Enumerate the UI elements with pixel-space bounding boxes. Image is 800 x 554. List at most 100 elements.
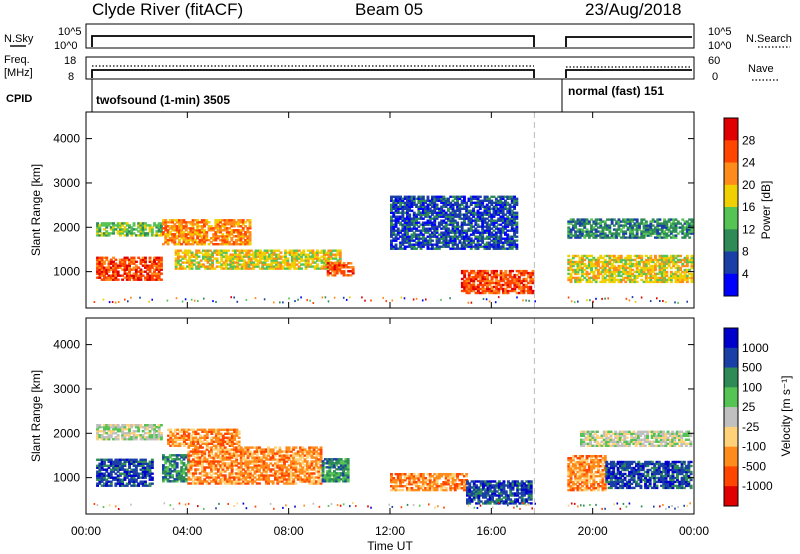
- echo-cell: [202, 253, 205, 256]
- echo-cell: [144, 476, 147, 479]
- echo-cell: [476, 219, 480, 222]
- echo-cell: [672, 220, 676, 223]
- echo-cell: [513, 241, 516, 244]
- echo-cell: [520, 287, 524, 291]
- echo-cell: [592, 220, 596, 223]
- echo-cell: [125, 266, 129, 269]
- speckle-cell: [324, 296, 327, 299]
- echo-cell: [479, 275, 483, 279]
- echo-cell: [230, 229, 234, 232]
- echo-cell: [150, 272, 154, 275]
- echo-cell: [196, 223, 200, 226]
- echo-cell: [615, 230, 619, 233]
- echo-cell: [638, 260, 641, 264]
- echo-cell: [626, 274, 630, 278]
- echo-cell: [272, 261, 276, 264]
- echo-cell: [437, 245, 441, 248]
- echo-cell: [224, 263, 228, 266]
- echo-cell: [182, 458, 186, 461]
- echo-cell: [447, 239, 450, 242]
- echo-cell: [237, 225, 241, 228]
- echo-cell: [685, 262, 689, 266]
- echo-region: [187, 446, 323, 485]
- echo-cell: [187, 436, 191, 439]
- echo-cell: [495, 281, 498, 285]
- echo-cell: [144, 436, 147, 439]
- echo-cell: [401, 211, 405, 214]
- echo-cell: [327, 259, 331, 262]
- echo-cell: [174, 263, 178, 266]
- echo-cell: [148, 266, 152, 269]
- echo-cell: [326, 262, 330, 265]
- echo-cell: [592, 270, 596, 274]
- echo-cell: [501, 195, 505, 198]
- echo-cell: [587, 236, 591, 239]
- echo-cell: [437, 207, 441, 210]
- echo-cell: [479, 271, 483, 275]
- echo-cell: [100, 224, 104, 227]
- echo-cell: [472, 239, 475, 242]
- echo-cell: [410, 195, 414, 198]
- echo-cell: [599, 232, 603, 235]
- echo-cell: [272, 267, 276, 270]
- echo-cell: [233, 257, 237, 260]
- echo-cell: [123, 436, 127, 439]
- echo-cell: [615, 222, 619, 225]
- echo-cell: [275, 255, 278, 258]
- echo-cell: [218, 265, 221, 268]
- echo-cell: [230, 442, 234, 445]
- echo-cell: [631, 264, 635, 268]
- echo-cell: [515, 291, 519, 295]
- echo-cell: [581, 270, 584, 274]
- echo-cell: [171, 440, 175, 443]
- echo-cell: [392, 245, 396, 248]
- echo-cell: [406, 227, 409, 230]
- echo-cell: [421, 195, 425, 198]
- echo-cell: [150, 230, 154, 233]
- echo-cell: [417, 235, 421, 238]
- echo-cell: [100, 270, 104, 273]
- echo-cell: [424, 227, 428, 230]
- echo-cell: [672, 230, 676, 233]
- echo-cell: [488, 229, 491, 232]
- echo-cell: [187, 221, 190, 224]
- echo-cell: [107, 426, 111, 429]
- echo-cell: [431, 223, 434, 226]
- echo-cell: [155, 436, 159, 439]
- echo-cell: [217, 460, 220, 463]
- echo-cell: [478, 219, 482, 222]
- echo-cell: [188, 265, 192, 268]
- echo-cell: [236, 249, 240, 252]
- echo-cell: [153, 278, 156, 281]
- echo-cell: [220, 253, 224, 256]
- echo-cell: [141, 438, 145, 441]
- echo-cell: [640, 256, 644, 260]
- echo-cell: [574, 236, 578, 239]
- echo-cell: [628, 272, 632, 276]
- echo-cell: [214, 478, 218, 481]
- echo-cell: [191, 476, 195, 479]
- echo-cell: [658, 218, 662, 221]
- echo-cell: [465, 211, 469, 214]
- echo-cell: [207, 452, 211, 455]
- echo-cell: [191, 219, 195, 222]
- echo-cell: [581, 224, 584, 227]
- echo-cell: [492, 243, 496, 246]
- echo-cell: [412, 225, 416, 228]
- echo-cell: [415, 221, 418, 224]
- echo-cell: [125, 230, 129, 233]
- echo-cell: [583, 272, 587, 276]
- echo-cell: [408, 239, 412, 242]
- echo-cell: [649, 278, 653, 282]
- echo-cell: [244, 233, 247, 236]
- echo-cell: [467, 243, 471, 246]
- echo-cell: [103, 474, 106, 477]
- echo-cell: [510, 225, 514, 228]
- echo-cell: [522, 271, 526, 275]
- echo-cell: [522, 285, 526, 289]
- echo-cell: [685, 270, 689, 274]
- speckle-cell: [117, 301, 120, 303]
- echo-cell: [394, 229, 398, 232]
- echo-cell: [233, 255, 237, 258]
- echo-cell: [417, 221, 421, 224]
